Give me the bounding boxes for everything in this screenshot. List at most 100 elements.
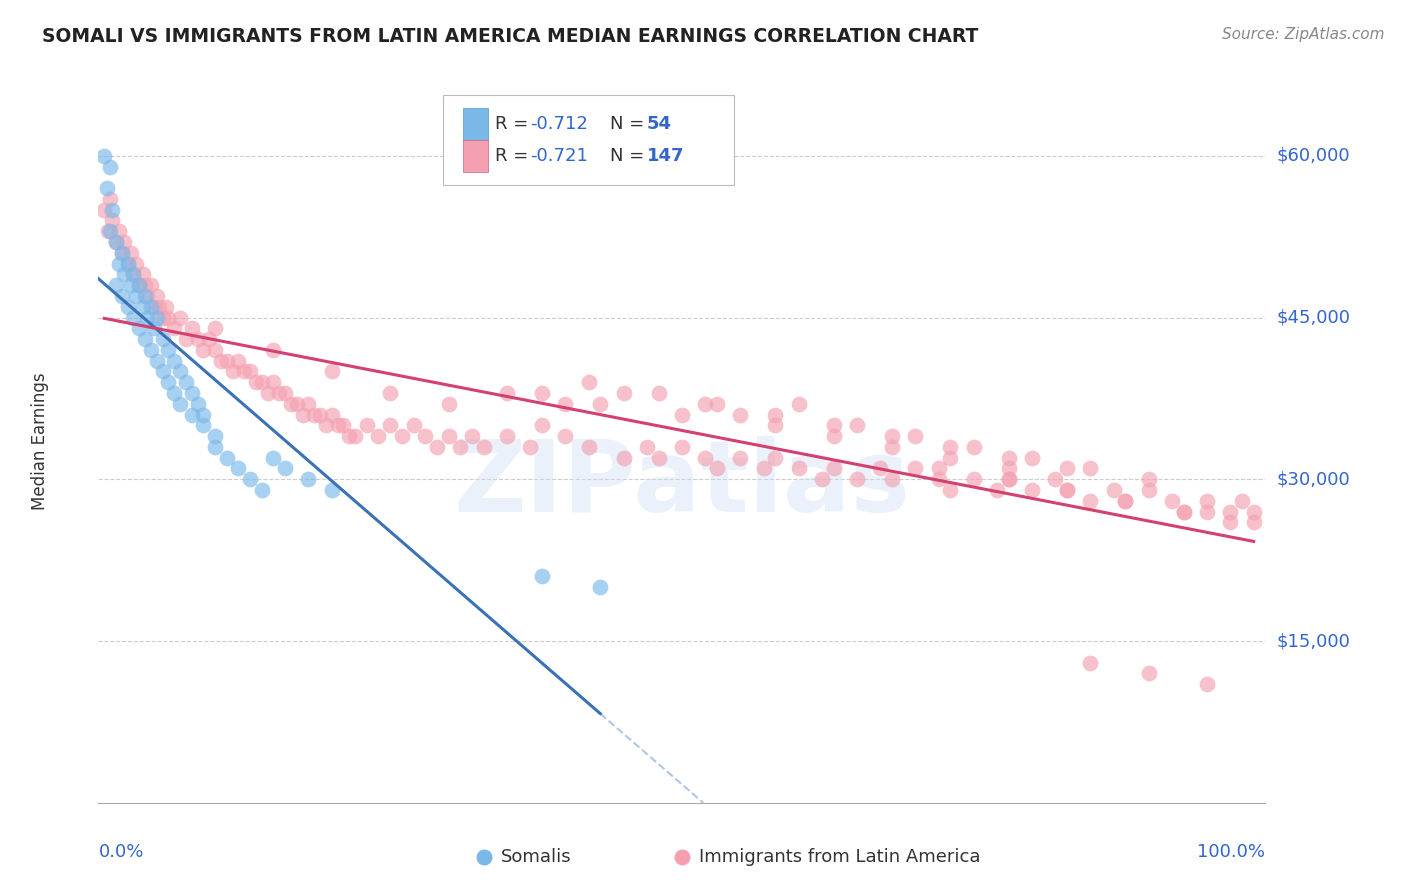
Point (1045, 472, 1067, 486)
Point (193, 408, 215, 422)
Point (706, 461, 728, 475)
Point (128, 278, 150, 293)
FancyBboxPatch shape (443, 95, 734, 185)
Point (262, 343, 284, 357)
Point (132, 268, 155, 282)
Point (193, 418, 215, 433)
Point (904, 461, 927, 475)
Point (143, 300, 166, 314)
Point (111, 245, 134, 260)
Text: Median Earnings: Median Earnings (31, 373, 49, 510)
Point (297, 472, 319, 486)
Point (122, 310, 145, 325)
Point (104, 235, 127, 249)
Point (198, 332, 221, 346)
Point (157, 343, 180, 357)
Point (426, 440, 449, 454)
Point (332, 418, 354, 433)
Point (228, 461, 250, 475)
Point (280, 397, 302, 411)
Point (193, 343, 215, 357)
Point (986, 483, 1008, 497)
Text: -0.712: -0.712 (530, 115, 588, 133)
Point (122, 268, 145, 282)
Point (204, 343, 226, 357)
Point (180, 386, 202, 401)
Point (297, 397, 319, 411)
Point (869, 461, 891, 475)
Point (823, 429, 845, 443)
Text: $15,000: $15,000 (1277, 632, 1350, 650)
Text: 0.0%: 0.0% (98, 843, 143, 861)
Point (163, 386, 186, 401)
Point (101, 213, 124, 227)
Point (997, 450, 1019, 465)
Point (1219, 505, 1241, 519)
Point (146, 310, 169, 325)
Point (589, 397, 612, 411)
Point (250, 376, 273, 390)
Text: SOMALI VS IMMIGRANTS FROM LATIN AMERICA MEDIAN EARNINGS CORRELATION CHART: SOMALI VS IMMIGRANTS FROM LATIN AMERICA … (42, 27, 979, 45)
Point (554, 429, 576, 443)
Point (163, 353, 186, 368)
Point (461, 429, 484, 443)
Point (1114, 493, 1136, 508)
Point (120, 245, 142, 260)
Point (274, 461, 297, 475)
Point (496, 386, 519, 401)
Point (846, 472, 869, 486)
Point (139, 278, 162, 293)
Point (1137, 483, 1160, 497)
Point (337, 429, 360, 443)
Point (1243, 516, 1265, 530)
Point (111, 245, 134, 260)
Point (613, 386, 636, 401)
Point (1219, 516, 1241, 530)
Point (1230, 493, 1253, 508)
Point (96, 181, 118, 195)
Text: Source: ZipAtlas.com: Source: ZipAtlas.com (1222, 27, 1385, 42)
Text: N =: N = (610, 115, 650, 133)
Point (139, 343, 162, 357)
Point (763, 418, 786, 433)
Point (823, 418, 845, 433)
Point (1195, 505, 1218, 519)
Point (671, 408, 693, 422)
Point (880, 472, 903, 486)
Point (1021, 450, 1043, 465)
Point (117, 257, 139, 271)
Point (730, 408, 752, 422)
Point (647, 450, 669, 465)
Point (1080, 493, 1102, 508)
Point (647, 386, 669, 401)
Text: Somalis: Somalis (501, 848, 572, 866)
Point (112, 235, 135, 249)
Point (530, 418, 553, 433)
Point (962, 440, 984, 454)
Point (671, 796, 693, 810)
Point (120, 278, 142, 293)
Point (112, 268, 135, 282)
Point (187, 397, 209, 411)
Text: 100.0%: 100.0% (1198, 843, 1265, 861)
Point (315, 418, 337, 433)
Point (97, 224, 120, 238)
Point (108, 224, 131, 238)
Point (239, 472, 262, 486)
Point (98, 160, 121, 174)
Point (250, 483, 273, 497)
Point (157, 376, 180, 390)
Point (554, 397, 576, 411)
Point (530, 386, 553, 401)
Bar (463, 140, 488, 172)
Point (472, 440, 495, 454)
Point (93, 202, 115, 217)
Point (274, 386, 297, 401)
Point (146, 289, 169, 303)
Text: $60,000: $60,000 (1277, 147, 1350, 165)
Point (285, 397, 308, 411)
Point (204, 440, 226, 454)
Point (578, 376, 600, 390)
Point (787, 461, 810, 475)
Point (671, 440, 693, 454)
